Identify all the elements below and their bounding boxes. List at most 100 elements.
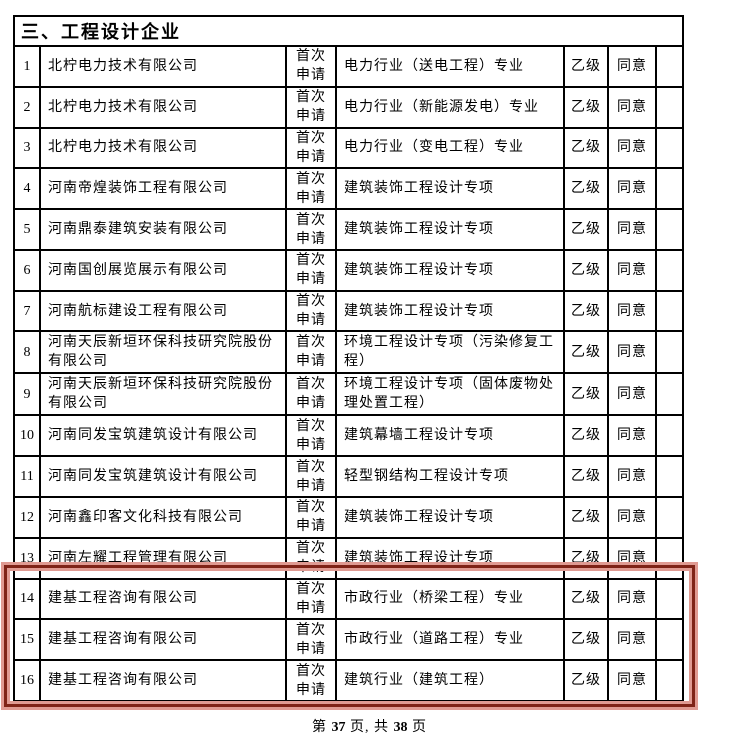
- grade: 乙级: [571, 222, 601, 238]
- section-title-row: 三、工程设计企业: [15, 17, 682, 47]
- page-footer: 第 37 页, 共 38 页: [0, 716, 739, 736]
- grade-cell: 乙级: [565, 210, 609, 249]
- table-row: 12 河南鑫印客文化科技有限公司 首次申请 建筑装饰工程设计专项 乙级 同意: [15, 496, 682, 537]
- company-name: 河南左耀工程管理有限公司: [48, 550, 228, 566]
- specialty-cell: 环境工程设计专项（污染修复工程）: [337, 332, 565, 373]
- empty-cell: [657, 374, 682, 414]
- row-number-cell: 16: [15, 661, 41, 700]
- grade: 乙级: [571, 99, 601, 115]
- company-name-cell: 河南同发宝筑建筑设计有限公司: [41, 457, 287, 497]
- opinion: 同意: [617, 344, 647, 360]
- application-type: 首次申请: [296, 335, 326, 370]
- company-name: 河南天辰新垣环保科技研究院股份有限公司: [48, 377, 273, 412]
- company-name-cell: 北柠电力技术有限公司: [41, 128, 287, 168]
- application-type: 首次申请: [296, 500, 326, 535]
- empty-cell: [657, 580, 682, 619]
- company-name: 河南同发宝筑建筑设计有限公司: [48, 428, 258, 444]
- company-name-cell: 河南国创展览展示有限公司: [41, 250, 287, 290]
- application-type: 首次申请: [296, 90, 326, 125]
- row-number: 10: [20, 428, 34, 444]
- company-name-cell: 河南左耀工程管理有限公司: [41, 538, 287, 578]
- opinion-cell: 同意: [609, 374, 657, 415]
- opinion-cell: 同意: [609, 457, 657, 497]
- company-name: 建基工程咨询有限公司: [48, 632, 198, 648]
- opinion: 同意: [617, 550, 647, 566]
- row-number: 4: [23, 181, 31, 197]
- application-type: 首次申请: [296, 581, 326, 616]
- empty-cell: [657, 47, 682, 86]
- table-row: 3 北柠电力技术有限公司 首次申请 电力行业（变电工程）专业 乙级 同意: [15, 126, 682, 168]
- opinion-cell: 同意: [609, 498, 657, 537]
- application-type-cell: 首次申请: [287, 661, 337, 700]
- empty-cell: [657, 251, 682, 290]
- current-page-number: 37: [331, 720, 346, 735]
- opinion: 同意: [617, 99, 647, 115]
- row-number-cell: 12: [15, 498, 41, 537]
- application-type: 首次申请: [296, 49, 326, 84]
- specialty: 电力行业（送电工程）专业: [344, 58, 524, 74]
- grade: 乙级: [571, 140, 601, 156]
- specialty: 建筑装饰工程设计专项: [344, 222, 494, 238]
- table-row: 10 河南同发宝筑建筑设计有限公司 首次申请 建筑幕墙工程设计专项 乙级 同意: [15, 414, 682, 456]
- grade: 乙级: [571, 181, 601, 197]
- opinion: 同意: [617, 632, 647, 648]
- row-number: 16: [20, 673, 34, 689]
- company-name: 河南航标建设工程有限公司: [48, 303, 228, 319]
- grade: 乙级: [571, 550, 601, 566]
- opinion-cell: 同意: [609, 169, 657, 209]
- opinion: 同意: [617, 303, 647, 319]
- specialty: 建筑装饰工程设计专项: [344, 181, 494, 197]
- company-name-cell: 北柠电力技术有限公司: [41, 47, 287, 86]
- table-row: 7 河南航标建设工程有限公司 首次申请 建筑装饰工程设计专项 乙级 同意: [15, 289, 682, 331]
- specialty: 环境工程设计专项（固体废物处理处置工程）: [344, 377, 554, 412]
- empty-cell: [657, 292, 682, 331]
- empty-cell: [657, 210, 682, 249]
- grade-cell: 乙级: [565, 498, 609, 537]
- empty-cell: [657, 539, 682, 578]
- company-name: 河南鼎泰建筑安装有限公司: [48, 222, 228, 238]
- company-name-cell: 河南帝煌装饰工程有限公司: [41, 169, 287, 209]
- grade: 乙级: [571, 673, 601, 689]
- grade: 乙级: [571, 469, 601, 485]
- opinion-cell: 同意: [609, 128, 657, 168]
- application-type: 首次申请: [296, 171, 326, 206]
- table-row: 6 河南国创展览展示有限公司 首次申请 建筑装饰工程设计专项 乙级 同意: [15, 248, 682, 290]
- company-name: 建基工程咨询有限公司: [48, 673, 198, 689]
- grade: 乙级: [571, 509, 601, 525]
- row-number: 11: [20, 469, 34, 485]
- specialty: 建筑装饰工程设计专项: [344, 303, 494, 319]
- row-number: 1: [23, 58, 31, 74]
- application-type: 首次申请: [296, 377, 326, 412]
- row-number-cell: 7: [15, 291, 41, 331]
- grade: 乙级: [571, 428, 601, 444]
- company-name-cell: 河南航标建设工程有限公司: [41, 291, 287, 331]
- table-row: 1 北柠电力技术有限公司 首次申请 电力行业（送电工程）专业 乙级 同意: [15, 47, 682, 86]
- company-name-cell: 建基工程咨询有限公司: [41, 620, 287, 660]
- row-number: 6: [23, 262, 31, 278]
- grade: 乙级: [571, 262, 601, 278]
- opinion: 同意: [617, 140, 647, 156]
- application-type: 首次申请: [296, 294, 326, 329]
- grade-cell: 乙级: [565, 291, 609, 331]
- company-name-cell: 河南同发宝筑建筑设计有限公司: [41, 416, 287, 456]
- row-number: 7: [23, 303, 31, 319]
- row-number-cell: 5: [15, 210, 41, 249]
- grade-cell: 乙级: [565, 620, 609, 660]
- grade: 乙级: [571, 386, 601, 402]
- grade-cell: 乙级: [565, 169, 609, 209]
- table-rows: 1 北柠电力技术有限公司 首次申请 电力行业（送电工程）专业 乙级 同意 2: [15, 47, 682, 700]
- specialty-cell: 建筑装饰工程设计专项: [337, 538, 565, 578]
- specialty-cell: 电力行业（变电工程）专业: [337, 128, 565, 168]
- opinion: 同意: [617, 222, 647, 238]
- company-name: 河南同发宝筑建筑设计有限公司: [48, 469, 258, 485]
- specialty-cell: 市政行业（桥梁工程）专业: [337, 579, 565, 619]
- application-type: 首次申请: [296, 663, 326, 698]
- grade: 乙级: [571, 344, 601, 360]
- empty-cell: [657, 332, 682, 372]
- opinion: 同意: [617, 469, 647, 485]
- grade: 乙级: [571, 632, 601, 648]
- row-number: 9: [23, 386, 31, 402]
- specialty-cell: 建筑装饰工程设计专项: [337, 250, 565, 290]
- table-row: 8 河南天辰新垣环保科技研究院股份有限公司 首次申请 环境工程设计专项（污染修复…: [15, 330, 682, 373]
- specialty-cell: 环境工程设计专项（固体废物处理处置工程）: [337, 374, 565, 415]
